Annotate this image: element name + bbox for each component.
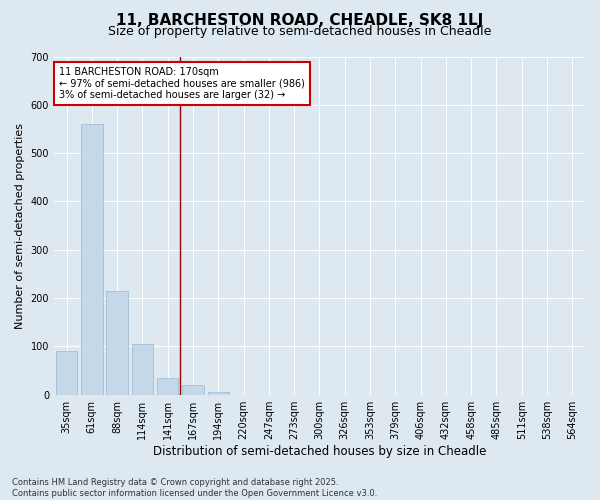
Text: Size of property relative to semi-detached houses in Cheadle: Size of property relative to semi-detach… <box>109 25 491 38</box>
Bar <box>208 392 229 394</box>
Y-axis label: Number of semi-detached properties: Number of semi-detached properties <box>15 122 25 328</box>
Bar <box>81 124 103 394</box>
Bar <box>131 344 153 395</box>
X-axis label: Distribution of semi-detached houses by size in Cheadle: Distribution of semi-detached houses by … <box>153 444 486 458</box>
Bar <box>182 385 204 394</box>
Bar <box>157 378 178 394</box>
Bar <box>106 291 128 395</box>
Bar <box>56 351 77 395</box>
Text: 11 BARCHESTON ROAD: 170sqm
← 97% of semi-detached houses are smaller (986)
3% of: 11 BARCHESTON ROAD: 170sqm ← 97% of semi… <box>59 66 305 100</box>
Text: Contains HM Land Registry data © Crown copyright and database right 2025.
Contai: Contains HM Land Registry data © Crown c… <box>12 478 377 498</box>
Text: 11, BARCHESTON ROAD, CHEADLE, SK8 1LJ: 11, BARCHESTON ROAD, CHEADLE, SK8 1LJ <box>116 12 484 28</box>
